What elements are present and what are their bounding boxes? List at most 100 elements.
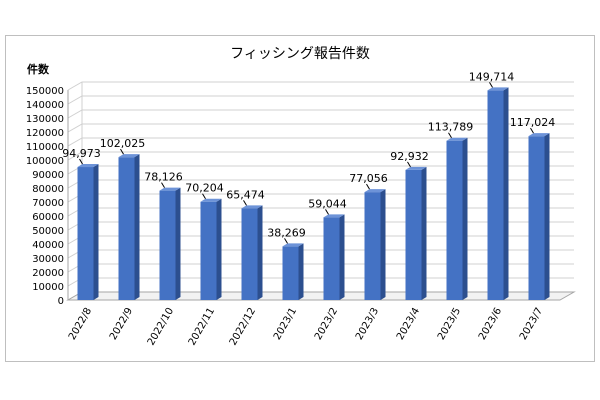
data-label-leader xyxy=(325,209,329,215)
bar-side xyxy=(257,205,263,300)
bar-front xyxy=(528,136,545,300)
bar-side xyxy=(380,189,386,300)
data-label-leader xyxy=(202,193,206,199)
y-tick-label: 90000 xyxy=(32,170,64,181)
bar-side xyxy=(175,187,181,300)
bar xyxy=(200,198,222,300)
x-tick-label: 2023/1 xyxy=(272,306,299,342)
x-tick-label: 2023/4 xyxy=(395,306,422,342)
bar-front xyxy=(364,192,381,300)
bar-top xyxy=(487,87,509,91)
y-tick-label: 0 xyxy=(58,296,64,307)
y-tick-label: 10000 xyxy=(32,282,64,293)
y-tick-label: 50000 xyxy=(32,226,64,237)
bar-side xyxy=(298,243,304,300)
x-tick-label: 2022/12 xyxy=(228,306,258,347)
data-label: 70,204 xyxy=(185,182,224,195)
data-label: 102,025 xyxy=(100,137,146,150)
data-label-leader xyxy=(120,148,124,155)
bar xyxy=(241,205,263,300)
bar-front xyxy=(487,90,504,301)
data-label: 59,044 xyxy=(308,197,347,210)
x-tick-label: 2023/5 xyxy=(436,306,463,342)
bar-top xyxy=(323,214,345,218)
bar-top xyxy=(118,154,140,158)
data-label: 78,126 xyxy=(144,171,183,184)
bar xyxy=(118,154,140,300)
x-tick-label: 2023/7 xyxy=(518,306,545,342)
y-tick-label: 80000 xyxy=(32,184,64,195)
data-label: 77,056 xyxy=(349,172,388,185)
bar xyxy=(364,189,386,300)
y-axis-label: 件数 xyxy=(27,62,50,76)
y-tick-labels: 0 10000 20000 30000 40000 50000 60000 70000 8000… xyxy=(26,86,64,307)
data-label: 117,024 xyxy=(510,116,556,129)
bar-front xyxy=(159,190,176,300)
bar-side xyxy=(503,87,509,301)
y-tick-label: 30000 xyxy=(32,254,64,265)
x-tick-label: 2022/8 xyxy=(67,306,94,342)
y-tick-label: 120000 xyxy=(26,128,64,139)
bar xyxy=(446,137,468,300)
bar-top xyxy=(200,198,222,202)
data-label-leader xyxy=(243,200,247,206)
data-label: 94,973 xyxy=(62,147,101,160)
y-tick-label: 60000 xyxy=(32,212,64,223)
bar xyxy=(159,187,181,300)
data-label: 38,269 xyxy=(267,226,306,239)
bar-front xyxy=(446,140,463,300)
x-tick-label: 2022/10 xyxy=(146,306,176,347)
bar-front xyxy=(118,157,135,300)
data-label: 113,789 xyxy=(428,121,474,134)
bar-top xyxy=(77,164,99,168)
bar-top xyxy=(364,189,386,193)
y-tick-label: 140000 xyxy=(26,100,64,111)
bar xyxy=(323,214,345,300)
y-tick-label: 20000 xyxy=(32,268,64,279)
bars xyxy=(77,87,550,301)
data-label-leader xyxy=(530,127,534,134)
chart-title: フィッシング報告件数 xyxy=(230,46,370,62)
bar xyxy=(528,133,550,300)
bar-side xyxy=(339,214,345,300)
bar-front xyxy=(241,208,258,300)
bar-front xyxy=(200,201,217,300)
data-label: 149,714 xyxy=(469,70,515,83)
bar-side xyxy=(462,137,468,300)
x-tick-labels: 2022/8 2022/9 2022/10 2022/11 2022/12 2023/1 2… xyxy=(67,306,545,347)
bar-top xyxy=(159,187,181,191)
data-label: 92,932 xyxy=(390,150,429,163)
bar-side xyxy=(134,154,140,300)
bar-top xyxy=(446,137,468,141)
bar-top xyxy=(528,133,550,137)
bar-top xyxy=(282,243,304,247)
data-label-leader xyxy=(366,183,370,190)
y-tick-label: 110000 xyxy=(26,142,64,153)
bar xyxy=(77,164,99,300)
data-label-leader xyxy=(79,158,83,165)
y-tick-label: 40000 xyxy=(32,240,64,251)
bar-side xyxy=(93,164,99,300)
y-tick-label: 130000 xyxy=(26,114,64,125)
y-tick-label: 70000 xyxy=(32,198,64,209)
bar-front xyxy=(282,246,299,300)
bar-side xyxy=(216,198,222,300)
x-tick-label: 2022/11 xyxy=(187,306,217,347)
bar-top xyxy=(241,205,263,209)
bar-side xyxy=(421,166,427,300)
bar-top xyxy=(405,166,427,170)
data-label-leader xyxy=(489,82,493,88)
bar-front xyxy=(323,217,340,300)
x-tick-label: 2022/9 xyxy=(108,306,135,342)
bar xyxy=(487,87,509,301)
bar xyxy=(282,243,304,300)
y-tick-label: 100000 xyxy=(26,156,64,167)
x-tick-label: 2023/3 xyxy=(354,306,381,342)
data-label-leader xyxy=(448,132,452,138)
bar-front xyxy=(405,169,422,300)
bar-side xyxy=(544,133,550,300)
data-label-leader xyxy=(161,182,165,188)
data-label-leader xyxy=(407,161,411,168)
